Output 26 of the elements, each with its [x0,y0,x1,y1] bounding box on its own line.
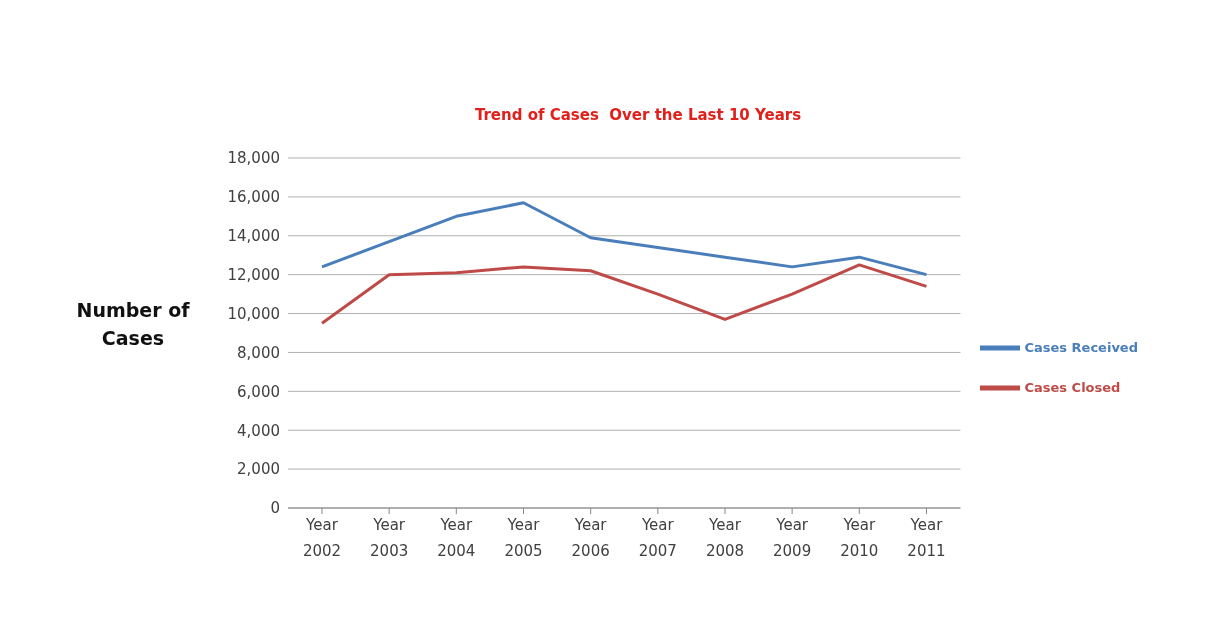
line-series [320,201,928,277]
y-tick-label: 16,000 [227,188,280,207]
x-tick-label: Year 2004 [437,516,476,560]
x-tick-label: Year 2007 [638,516,677,560]
y-tick-label: 8,000 [237,343,280,362]
y-tick-label: 4,000 [237,421,280,440]
x-tick-label: Year 2005 [504,516,543,560]
x-tick-label: Year 2008 [705,516,745,560]
legend-label: Cases Received [1024,339,1138,355]
y-tick-label: 14,000 [227,227,280,246]
y-axis-title: Number of Cases [75,298,191,351]
x-tick-label: Year 2006 [571,516,610,560]
x-tick-label: Year 2003 [370,516,409,560]
x-tick-label: Year 2002 [302,516,342,560]
y-tick-label: 10,000 [227,304,280,323]
legend-label: Cases Closed [1024,379,1121,395]
chart-title: Trend of Cases Over the Last 10 Years [473,106,803,124]
y-tick-label: 0 [270,499,280,518]
y-tick-label: 12,000 [227,265,280,284]
x-tick-label: Year 2011 [907,516,946,560]
x-tick-label: Year 2010 [840,516,879,560]
x-tick-label: Year 2009 [773,516,812,560]
y-tick-label: 2,000 [237,460,280,479]
y-tick-label: 6,000 [237,382,280,401]
line-series [320,263,928,325]
y-tick-label: 18,000 [227,149,280,168]
